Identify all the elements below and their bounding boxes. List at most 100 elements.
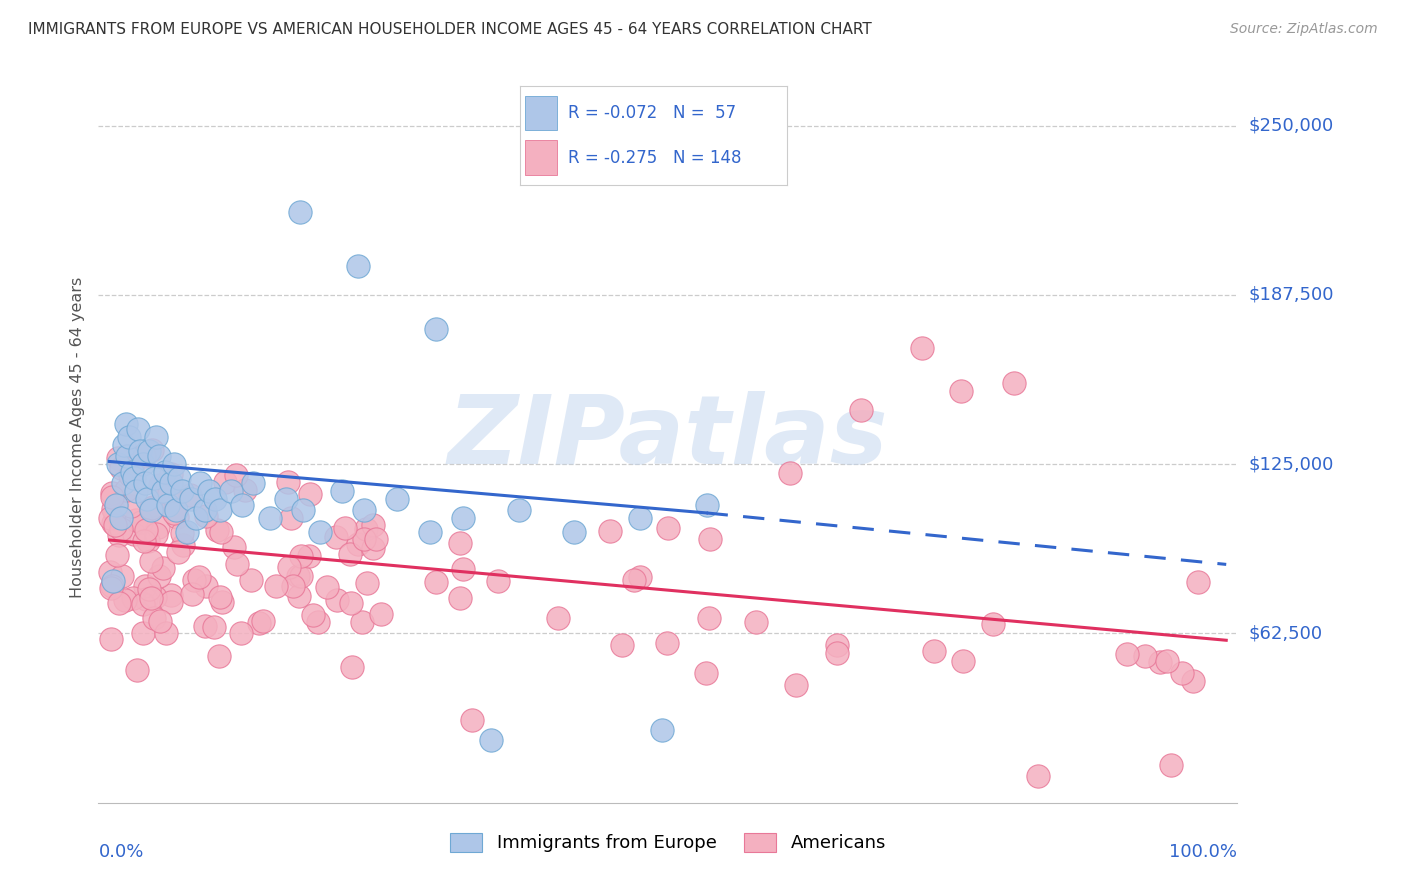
Point [356,575,378,590]
Point [696,498,718,512]
Point [252,614,274,628]
Point [120,499,142,513]
Point [1187,575,1209,590]
Point [118,430,141,444]
Text: 100.0%: 100.0% [1170,843,1237,861]
Point [157,498,180,512]
Point [159,486,181,500]
Point [166,545,188,559]
Point [745,615,768,629]
Point [122,526,145,541]
Point [277,559,299,574]
Point [139,500,162,515]
Point [176,524,198,539]
Point [214,475,236,489]
Point [145,527,167,541]
Point [952,654,974,668]
Text: IMMIGRANTS FROM EUROPE VS AMERICAN HOUSEHOLDER INCOME AGES 45 - 64 YEARS CORRELA: IMMIGRANTS FROM EUROPE VS AMERICAN HOUSE… [28,22,872,37]
Point [112,438,135,452]
Point [209,503,232,517]
Point [240,574,263,588]
Point [697,610,720,624]
Point [180,587,202,601]
Point [103,506,125,520]
Point [851,403,873,417]
Point [1149,655,1171,669]
Point [145,430,167,444]
Point [180,492,202,507]
Point [628,570,651,584]
Point [655,636,678,650]
Point [111,569,134,583]
Text: $62,500: $62,500 [1249,624,1323,642]
Point [242,476,264,491]
Point [134,476,156,491]
Point [122,471,145,485]
Point [104,518,127,533]
Point [288,205,311,219]
Point [449,591,471,605]
Point [229,625,252,640]
Point [138,582,160,597]
Point [350,615,373,629]
Point [132,450,155,464]
Point [316,580,339,594]
Point [184,511,207,525]
Point [129,515,152,529]
Point [353,503,375,517]
Point [1002,376,1025,390]
Point [193,503,215,517]
Point [141,503,163,517]
Point [325,530,347,544]
Point [132,625,155,640]
Point [370,607,392,621]
Point [290,569,312,583]
Point [224,541,246,555]
Point [136,492,159,507]
Point [508,503,530,517]
Point [148,569,170,583]
Point [114,593,136,607]
Point [651,723,673,737]
Point [195,509,218,524]
Point [149,477,172,491]
Point [183,573,205,587]
Point [159,588,181,602]
Point [172,525,194,540]
Point [363,541,385,555]
Point [142,471,165,485]
Point [149,614,172,628]
Point [98,566,121,580]
Point [162,457,184,471]
Point [280,511,302,525]
Point [695,665,717,680]
Point [163,507,186,521]
Point [129,443,152,458]
Point [204,492,226,507]
Point [425,575,447,590]
Point [101,490,124,504]
Point [623,573,645,587]
Point [107,548,129,562]
Text: $250,000: $250,000 [1249,117,1334,135]
Point [1171,665,1194,680]
Point [825,646,848,660]
Point [100,632,122,647]
Point [347,260,370,274]
Point [1026,769,1049,783]
Point [451,562,474,576]
Point [233,483,256,498]
Point [259,511,281,525]
Point [107,457,129,471]
Point [118,468,141,483]
Point [326,593,349,607]
Point [299,487,322,501]
Point [152,484,174,499]
Point [277,475,299,489]
Point [142,611,165,625]
Point [108,528,131,542]
Point [219,484,242,499]
Point [209,525,232,540]
Point [1160,757,1182,772]
Point [132,533,155,548]
